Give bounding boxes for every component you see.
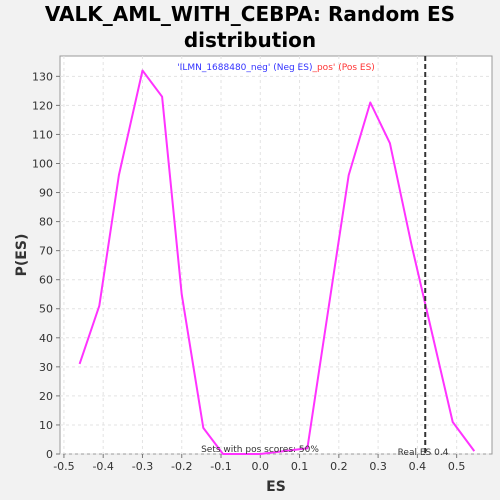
y-axis-label: P(ES) [14,234,30,277]
x-tick-label: 0.3 [369,460,387,473]
y-tick-label: 100 [32,157,53,170]
y-tick-label: 40 [39,332,53,345]
y-tick-label: 0 [46,448,53,461]
series-layer [78,69,476,455]
y-tick-label: 10 [39,419,53,432]
x-tick-label: -0.3 [132,460,153,473]
y-tick-label: 70 [39,245,53,258]
x-tick-label: 0.2 [330,460,348,473]
x-tick-label: -0.2 [171,460,192,473]
legend-neg-text: 'ILMN_1688480_neg' (Neg ES) [177,63,312,73]
legend-pos-text: _pos' (Pos ES) [311,63,374,73]
x-tick-label: 0.5 [448,460,466,473]
y-tick-label: 120 [32,99,53,112]
y-tick-label: 90 [39,187,53,200]
grid [60,56,492,455]
es-distribution-line [78,69,476,455]
x-tick-label: 0.0 [252,460,270,473]
footnote: Sets with pos scores: 50% [201,445,319,455]
y-tick-label: 110 [32,128,53,141]
real-es-label: Real ES 0.4 [398,448,449,458]
axes: 0 10 20 30 40 50 60 70 80 90 100 110 120 130 -0.5 -0.4 -… [32,70,465,473]
y-tick-label: 20 [39,390,53,403]
x-tick-label: -0.1 [210,460,231,473]
chart-title-line-1: VALK_AML_WITH_CEBPA: Random ES [44,2,456,26]
x-tick-label: -0.5 [53,460,74,473]
x-tick-label: -0.4 [92,460,113,473]
chart-title-line-2: distribution [183,28,317,52]
x-axis-label: ES [266,479,286,495]
x-tick-label: 0.4 [409,460,427,473]
y-tick-label: 130 [32,70,53,83]
y-tick-label: 30 [39,361,53,374]
y-tick-label: 60 [39,274,53,287]
y-tick-label: 80 [39,216,53,229]
y-tick-label: 50 [39,303,53,316]
legend: 'ILMN_1688480_neg' (Neg ES)_pos' (Pos ES… [177,63,375,73]
plot-area [59,55,493,455]
x-tick-label: 0.1 [291,460,309,473]
